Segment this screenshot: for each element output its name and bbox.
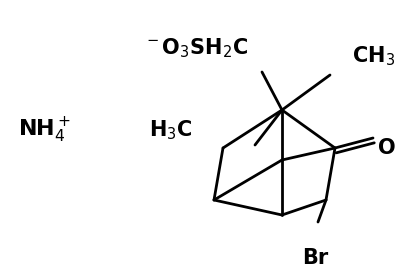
Text: CH$_3$: CH$_3$: [352, 44, 395, 68]
Text: O: O: [378, 138, 396, 158]
Text: NH$_4^+$: NH$_4^+$: [18, 115, 71, 145]
Text: $^-$O$_3$SH$_2$C: $^-$O$_3$SH$_2$C: [143, 36, 248, 60]
Text: H$_3$C: H$_3$C: [149, 118, 193, 142]
Text: Br: Br: [302, 248, 328, 268]
